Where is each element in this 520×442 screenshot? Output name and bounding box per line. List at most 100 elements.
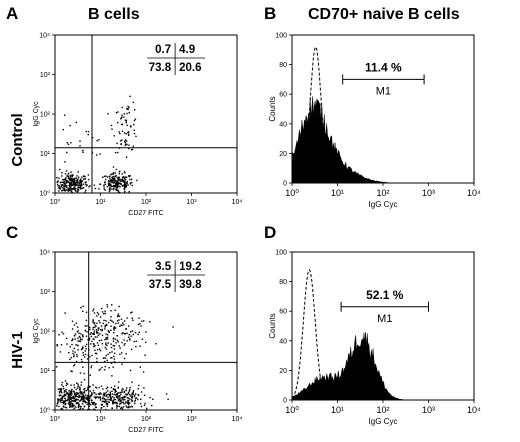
scatter-point	[114, 183, 117, 185]
scatter-point	[96, 357, 98, 360]
scatter-point	[107, 330, 109, 332]
scatter-point	[122, 176, 125, 178]
scatter-point	[93, 343, 95, 346]
scatter-point	[61, 392, 63, 394]
scatter-point	[112, 172, 115, 174]
scatter-point	[112, 338, 115, 340]
scatter-point	[113, 182, 115, 184]
scatter-point	[100, 398, 102, 400]
scatter-point	[117, 183, 120, 185]
scatter-point	[92, 338, 94, 340]
scatter-point	[82, 336, 84, 338]
scatter-point	[113, 185, 115, 187]
scatter-point	[89, 374, 91, 376]
scatter-point	[75, 406, 77, 408]
y-axis-label: IgG Cyc	[33, 318, 40, 344]
scatter-point	[77, 189, 80, 191]
scatter-point	[77, 187, 79, 189]
scatter-point	[113, 345, 116, 347]
scatter-point	[73, 188, 75, 190]
scatter-point	[98, 327, 100, 329]
scatter-point	[85, 348, 87, 350]
scatter-point	[137, 388, 139, 390]
scatter-point	[72, 403, 74, 405]
scatter-point	[98, 139, 100, 141]
scatter-point	[83, 372, 85, 375]
scatter-point	[63, 188, 66, 190]
scatter-point	[121, 391, 123, 393]
scatter-point	[65, 170, 68, 172]
scatter-point	[99, 321, 101, 324]
scatter-point	[80, 384, 82, 386]
scatter-point	[92, 310, 94, 312]
scatter-point	[112, 188, 115, 191]
scatter-point	[60, 388, 62, 390]
scatter-point	[111, 351, 113, 353]
scatter-point	[102, 397, 104, 400]
scatter-point	[121, 130, 124, 132]
scatter-point	[126, 340, 128, 342]
scatter-point	[62, 181, 64, 184]
scatter-point	[118, 185, 120, 187]
scatter-point	[65, 390, 67, 393]
scatter-point	[97, 329, 99, 331]
scatter-point	[123, 116, 125, 118]
scatter-point	[82, 395, 84, 397]
scatter-point	[77, 171, 79, 173]
y-tick-label: 10⁰	[39, 407, 50, 415]
scatter-point	[107, 401, 109, 403]
quadrant-ul: 3.5	[155, 261, 172, 273]
scatter-point	[113, 329, 115, 331]
scatter-point	[70, 406, 73, 408]
scatter-point	[61, 186, 63, 189]
y-tick-label: 100	[275, 33, 287, 40]
x-tick-label: 10³	[422, 405, 435, 415]
scatter-point	[120, 318, 123, 320]
scatter-point	[75, 121, 77, 124]
scatter-point	[100, 339, 103, 341]
x-axis-label: CD27 FITC	[128, 210, 163, 217]
scatter-point	[119, 178, 121, 181]
quadrant-ul: 0.7	[155, 44, 171, 56]
scatter-point	[82, 393, 84, 396]
scatter-point	[112, 166, 115, 168]
scatter-point	[143, 404, 146, 407]
scatter-point	[103, 188, 105, 190]
scatter-point	[93, 392, 95, 394]
scatter-point	[80, 398, 82, 401]
scatter-point	[125, 140, 128, 142]
scatter-point	[110, 325, 112, 327]
scatter-point	[80, 397, 83, 400]
scatter-point	[103, 405, 105, 408]
scatter-point	[100, 404, 103, 406]
y-tick-label: 10⁴	[39, 33, 50, 40]
scatter-point	[127, 391, 130, 394]
scatter-point	[67, 176, 69, 178]
scatter-point	[118, 179, 120, 182]
scatter-point	[79, 186, 82, 188]
scatter-point	[119, 400, 121, 403]
scatter-point	[84, 401, 87, 403]
scatter-point	[134, 394, 136, 397]
panel-letter-b: B	[264, 4, 276, 23]
scatter-point	[77, 182, 79, 184]
scatter-point	[64, 406, 66, 408]
scatter-point	[115, 184, 117, 186]
scatter-point	[128, 405, 130, 408]
scatter-point	[124, 139, 127, 141]
scatter-point	[81, 395, 83, 398]
scatter-point	[104, 189, 106, 191]
scatter-point	[97, 313, 100, 315]
scatter-point	[68, 395, 70, 397]
scatter-point	[125, 182, 127, 184]
scatter-point	[98, 320, 100, 322]
scatter-point	[76, 402, 78, 404]
scatter-point	[75, 181, 78, 184]
scatter-point	[133, 123, 135, 126]
scatter-point	[99, 349, 102, 352]
scatter-point	[116, 339, 118, 341]
scatter-point	[83, 400, 85, 403]
scatter-point	[93, 396, 96, 398]
scatter-point	[85, 319, 88, 322]
